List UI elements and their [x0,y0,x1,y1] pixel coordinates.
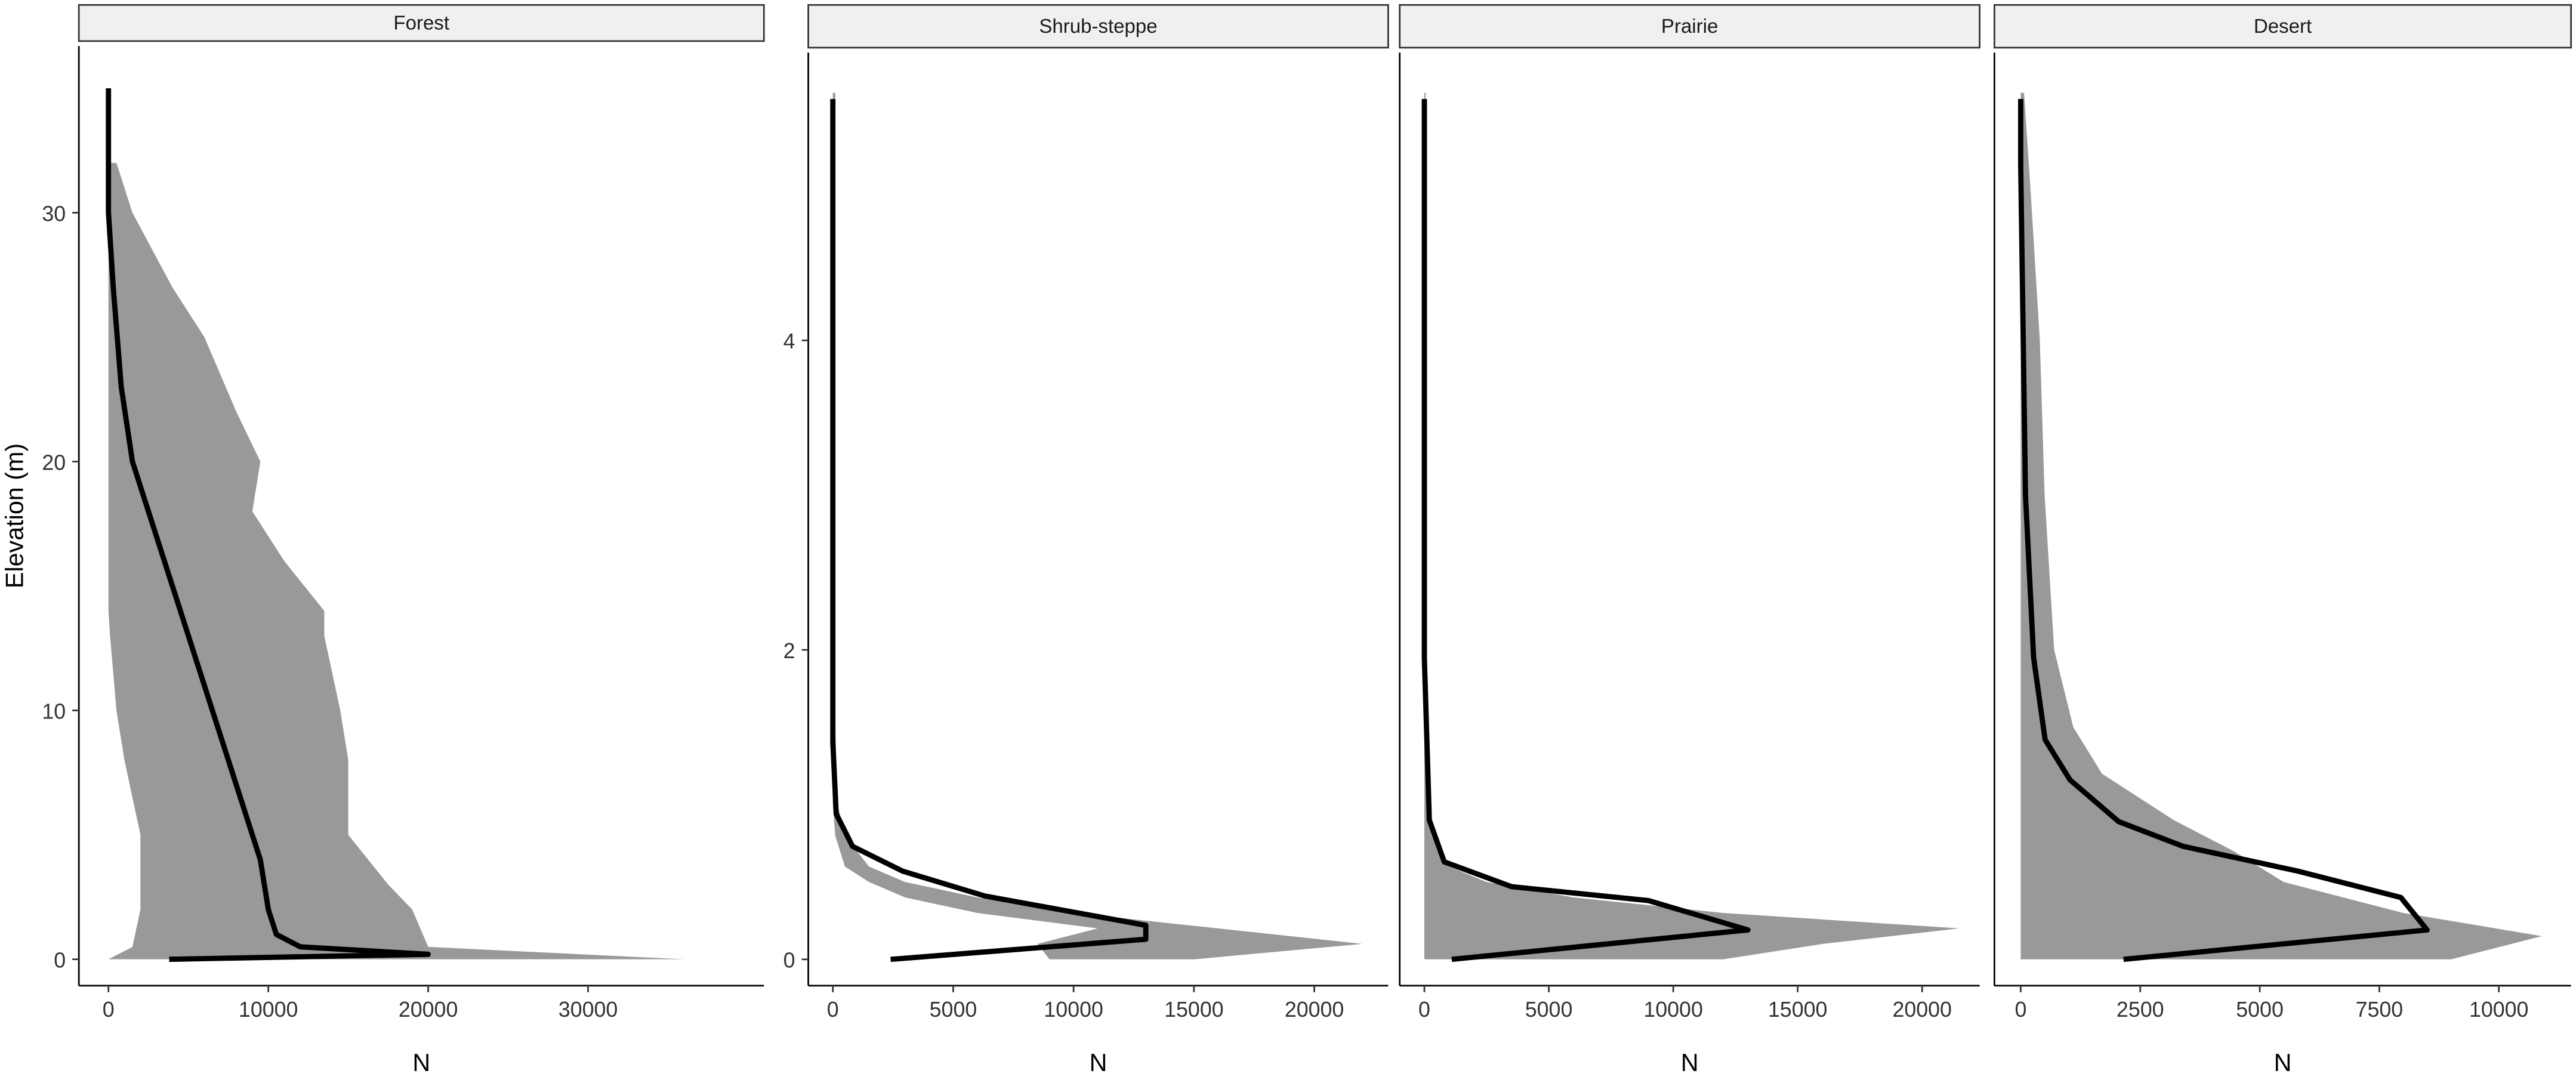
ribbon [832,92,1363,959]
x-tick-label: 30000 [559,998,618,1022]
x-tick-label: 10000 [2469,998,2529,1022]
mean-line [2018,98,2430,962]
x-tick-label: 7500 [2356,998,2404,1022]
x-tick-label: 0 [2014,998,2026,1022]
y-tick-label: 30 [42,202,66,226]
y-tick-label: 20 [42,451,66,474]
x-tick-label: 0 [103,998,115,1022]
facet-label: Desert [2254,15,2312,37]
facet-strip [78,4,765,42]
y-axis-title: Elevation (m) [1,443,29,588]
x-tick-label: 20000 [399,998,458,1022]
facet-label: Shrub-steppe [1039,15,1157,37]
ribbon [108,163,684,959]
y-tick-label: 0 [54,948,66,972]
x-tick-label: 2500 [2117,998,2164,1022]
x-tick-label: 20000 [1892,998,1952,1022]
x-tick-label: 20000 [1285,998,1344,1022]
y-tick-label: 0 [783,949,795,973]
facet-strip [807,4,1389,49]
facet-label: Prairie [1661,15,1718,37]
facet-label: Forest [393,12,449,34]
ribbon [1424,92,1960,959]
facet-strip [1399,4,1980,49]
x-axis-title: N [1090,1049,1107,1076]
x-tick-label: 0 [1418,998,1430,1022]
x-axis-title: N [1681,1049,1699,1076]
mean-line [830,98,1149,962]
x-axis-title: N [2274,1049,2292,1076]
mean-line [1421,98,1751,962]
y-tick-label: 2 [783,639,795,663]
y-tick-label: 10 [42,699,66,723]
x-tick-label: 15000 [1768,998,1828,1022]
x-tick-label: 0 [827,998,839,1022]
x-tick-label: 5000 [930,998,977,1022]
facet-strip [1993,4,2572,49]
mean-line [106,88,431,962]
x-tick-label: 5000 [2236,998,2284,1022]
y-tick-label: 4 [783,329,795,353]
x-tick-label: 10000 [1643,998,1703,1022]
x-axis-title: N [412,1049,430,1076]
x-tick-label: 10000 [1044,998,1103,1022]
x-tick-label: 5000 [1525,998,1573,1022]
x-tick-label: 10000 [239,998,298,1022]
x-tick-label: 15000 [1164,998,1223,1022]
ribbon [2020,92,2542,959]
